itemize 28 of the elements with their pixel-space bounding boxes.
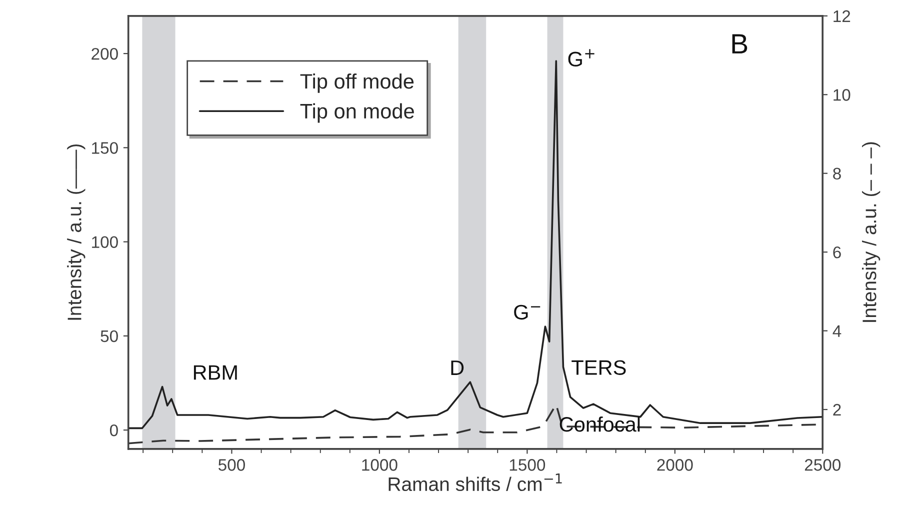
y-tick-label: 200 [92,48,118,60]
y2-axis-title: Intensity / a.u. (– – –) [862,142,880,322]
y2-tick-label: 12 [834,10,850,22]
y2-tick-label: 2 [833,404,841,416]
y-tick-label: 0 [110,424,118,436]
x-axis-title: Raman shifts / cm$^{−1}$ [388,474,562,492]
annotation: Confocal [560,416,640,432]
annotation: B [732,34,748,54]
y2-tick-label: 4 [832,325,842,337]
legend-label: Tip off mode [300,73,414,93]
y2-tick-label: 10 [834,89,850,101]
annotation: G$^{+}$ [568,49,594,67]
annotation: D [451,360,464,375]
y-axis-title: Intensity / a.u. (——) [67,144,86,320]
y2-tick-label: 6 [833,246,841,258]
x-tick-label: 1500 [510,459,546,471]
x-tick-label: 500 [218,459,245,471]
annotation: RBM [194,365,237,380]
y2-tick-label: 8 [833,168,841,180]
y-tick-label: 50 [100,330,118,342]
y-tick-label: 100 [92,236,118,248]
x-tick-label: 2500 [804,459,841,471]
x-tick-label: 2000 [657,459,693,471]
x-tick-label: 1000 [362,459,398,471]
annotation: G$^{−}$ [514,304,540,320]
legend-label: Tip on mode [300,103,414,123]
annotation: TERS [572,360,626,375]
y-tick-label: 150 [92,142,118,154]
